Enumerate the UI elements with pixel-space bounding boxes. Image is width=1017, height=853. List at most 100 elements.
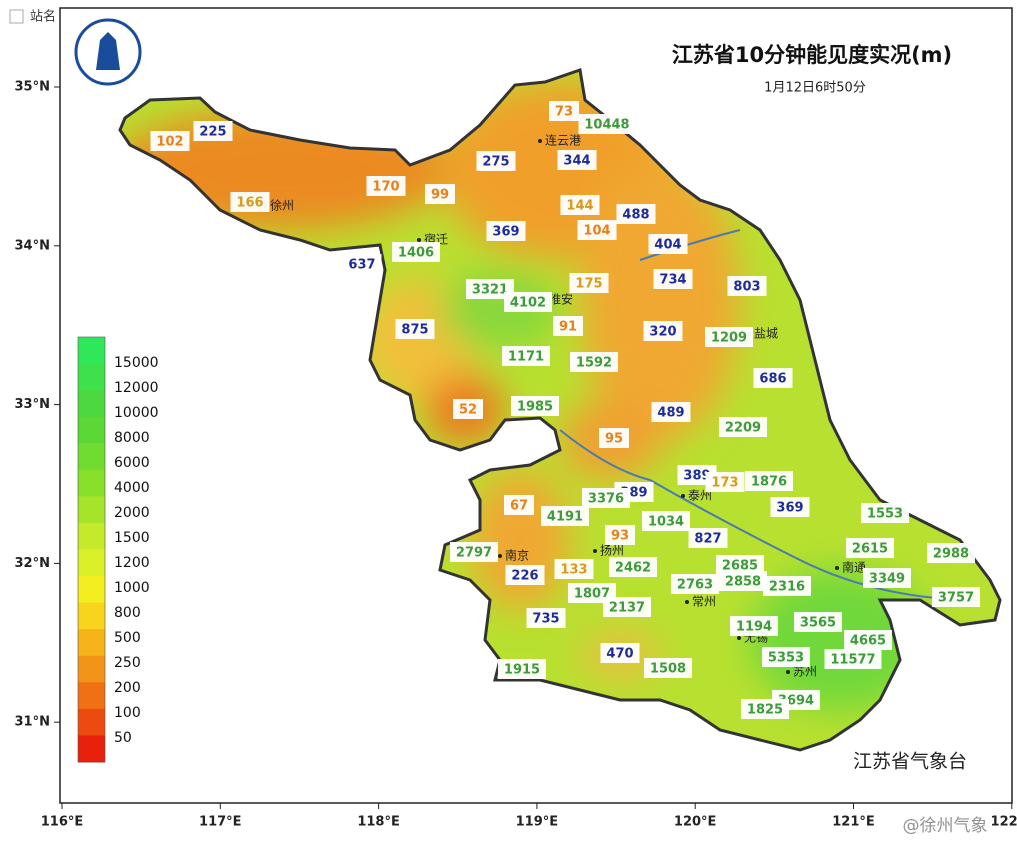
station-value: 2763	[677, 578, 713, 593]
station-value: 225	[199, 125, 226, 140]
station-value: 2858	[725, 575, 761, 590]
station-box	[719, 417, 767, 437]
checkbox[interactable]	[9, 9, 24, 24]
station-value: 637	[348, 258, 375, 273]
city-label: 连云港	[545, 133, 581, 148]
station-box	[392, 242, 440, 262]
station-box	[453, 399, 483, 419]
station-value: 95	[605, 432, 623, 447]
logo-tower	[96, 32, 120, 70]
legend-label: 10000	[114, 405, 159, 421]
title: 江苏省10分钟能见度实况(m)	[672, 43, 952, 67]
legend-label: 100	[114, 705, 141, 721]
station-value: 2137	[609, 601, 645, 616]
station-value: 67	[510, 499, 528, 514]
legend-border	[77, 336, 106, 763]
station-box	[560, 195, 600, 215]
station-box	[425, 184, 455, 204]
station-box	[599, 428, 629, 448]
lat-label: 34°N	[15, 238, 50, 253]
station-box	[643, 321, 683, 341]
city-label: 扬州	[600, 543, 624, 558]
station-box	[600, 643, 640, 663]
station-value: 2797	[456, 546, 492, 561]
legend-label: 250	[114, 655, 141, 671]
station-value: 320	[649, 325, 676, 340]
station-value: 1553	[867, 507, 903, 522]
station-value: 3565	[800, 616, 836, 631]
city-label: 徐州	[270, 198, 294, 213]
station-value: 369	[776, 501, 803, 516]
legend-label: 8000	[114, 430, 150, 446]
legend-swatch	[78, 682, 105, 710]
station-value: 166	[236, 196, 263, 211]
station-box	[504, 292, 552, 312]
legend-swatch	[78, 337, 105, 365]
legend-swatch	[78, 416, 105, 444]
station-value: 275	[482, 155, 509, 170]
station-value: 389	[683, 469, 710, 484]
station-box	[498, 659, 546, 679]
station-value: 1915	[504, 663, 540, 678]
station-box	[927, 543, 975, 563]
city-dot	[593, 549, 597, 553]
station-value: 91	[559, 320, 577, 335]
legend-swatch	[78, 655, 105, 683]
legend-label: 6000	[114, 455, 150, 471]
station-box	[753, 368, 793, 388]
station-value: 1876	[751, 475, 787, 490]
station-box	[342, 254, 382, 274]
lon-label: 121°E	[832, 815, 875, 830]
station-value: 144	[566, 199, 593, 214]
station-box	[150, 131, 190, 151]
station-value: 686	[759, 372, 786, 387]
station-box	[554, 559, 594, 579]
station-box	[705, 327, 753, 347]
city-label: 盐城	[754, 327, 778, 341]
checkbox-label[interactable]: 站名	[30, 9, 56, 25]
city-dot	[681, 494, 685, 498]
station-box	[450, 542, 498, 562]
station-box	[549, 101, 579, 121]
city-dot	[417, 238, 421, 242]
station-value: 2316	[769, 580, 805, 595]
city-dot	[835, 566, 839, 570]
legend-label: 1500	[114, 530, 150, 546]
station-box	[932, 587, 980, 607]
station-value: 1592	[576, 356, 612, 371]
station-box	[648, 234, 688, 254]
lon-label: 117°E	[199, 815, 242, 830]
station-value: 1825	[747, 703, 783, 718]
station-value: 99	[431, 188, 449, 203]
overlay: 35°N 34°N 33°N 32°N 31°N 116°E 117°E 118°E 119°E…	[15, 80, 1017, 830]
legend-swatch	[78, 522, 105, 550]
station-value: 93	[611, 529, 629, 544]
station-box	[727, 276, 767, 296]
legend-swatch	[78, 496, 105, 524]
lon-label: 118°E	[357, 815, 400, 830]
station-value: 73	[555, 105, 573, 120]
station-box	[511, 396, 559, 416]
station-box	[230, 192, 270, 212]
station-value: 226	[511, 569, 538, 584]
lon-label: 120°E	[674, 815, 717, 830]
station-value: 803	[733, 280, 760, 295]
legend-label: 1000	[114, 580, 150, 596]
station-box	[863, 568, 911, 588]
station-value: 1508	[650, 662, 686, 677]
station-value: 3321	[472, 283, 508, 298]
station-value: 2615	[852, 542, 888, 557]
city-label: 常州	[692, 595, 716, 609]
legend-swatch	[78, 602, 105, 630]
legend-swatch	[78, 390, 105, 418]
station-value: 10448	[584, 118, 629, 133]
station-box	[366, 176, 406, 196]
station-value: 1209	[711, 331, 747, 346]
station-value: 344	[563, 154, 590, 169]
legend-label: 4000	[114, 480, 150, 496]
legend-swatch	[78, 576, 105, 604]
station-box	[763, 576, 811, 596]
station-box	[578, 114, 636, 134]
station-value: 3757	[938, 591, 974, 606]
legend-label: 12000	[114, 380, 159, 396]
